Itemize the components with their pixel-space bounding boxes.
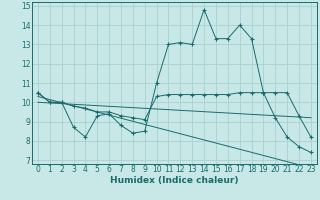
X-axis label: Humidex (Indice chaleur): Humidex (Indice chaleur): [110, 176, 239, 185]
